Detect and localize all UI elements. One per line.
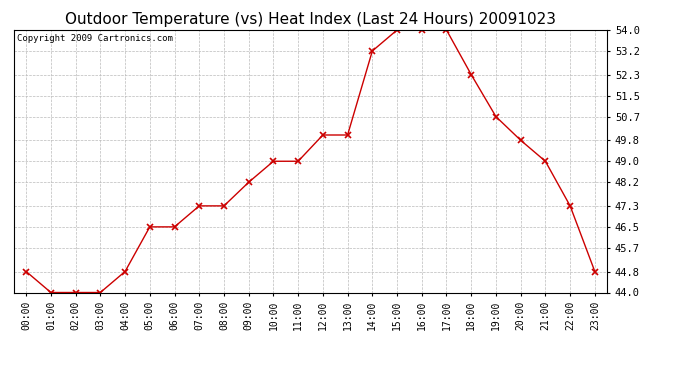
Text: Copyright 2009 Cartronics.com: Copyright 2009 Cartronics.com [17,34,172,43]
Title: Outdoor Temperature (vs) Heat Index (Last 24 Hours) 20091023: Outdoor Temperature (vs) Heat Index (Las… [65,12,556,27]
